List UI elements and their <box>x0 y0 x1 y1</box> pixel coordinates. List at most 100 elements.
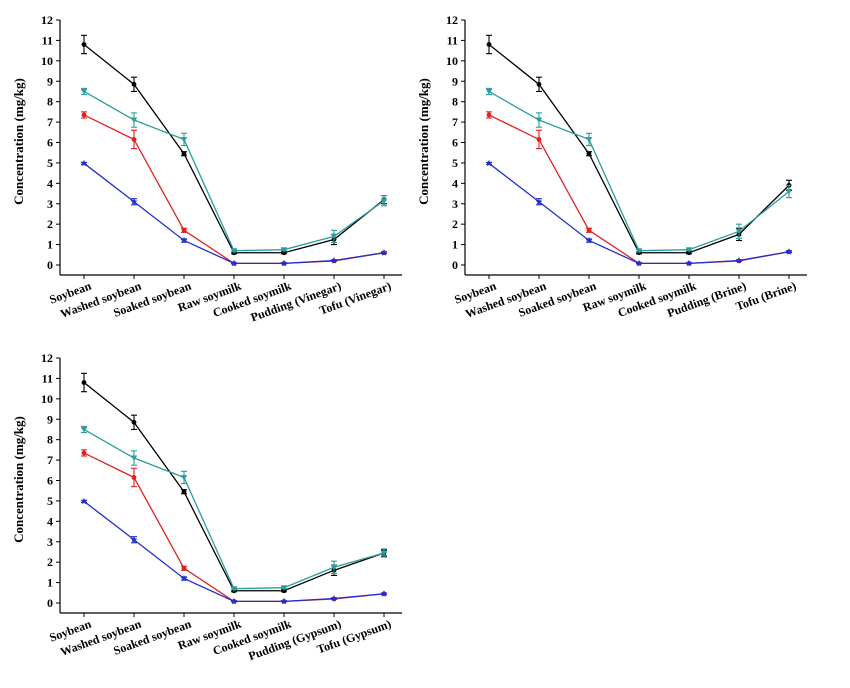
data-point <box>180 136 188 143</box>
data-point <box>81 450 87 456</box>
data-point <box>81 112 87 118</box>
data-point <box>586 227 592 233</box>
y-tick-label: 12 <box>41 351 53 365</box>
data-point <box>380 590 388 597</box>
data-point <box>230 259 238 267</box>
data-point <box>281 250 287 256</box>
data-point <box>485 88 493 95</box>
y-tick-label: 4 <box>452 176 458 190</box>
data-point <box>735 256 743 264</box>
data-point <box>785 189 793 195</box>
data-point <box>486 42 492 47</box>
data-point <box>281 588 287 594</box>
y-tick-label: 5 <box>452 156 458 170</box>
data-point <box>80 88 88 95</box>
y-tick-label: 3 <box>47 535 53 549</box>
data-point <box>130 198 138 205</box>
data-point <box>280 247 288 253</box>
y-tick-label: 5 <box>47 494 53 508</box>
y-axis-label: Concentration (mg/kg) <box>11 416 26 543</box>
series-3 <box>81 449 387 604</box>
series-line <box>83 43 385 254</box>
y-tick-label: 9 <box>452 74 458 88</box>
series-line <box>83 114 385 265</box>
data-point <box>230 586 238 592</box>
series-1 <box>81 372 387 594</box>
series-4 <box>80 497 388 605</box>
series-line <box>83 452 385 603</box>
data-point <box>131 475 137 480</box>
y-tick-label: 2 <box>47 555 53 569</box>
data-point <box>380 198 388 204</box>
data-point <box>280 597 288 605</box>
y-tick-label: 1 <box>47 576 53 590</box>
series-line <box>83 90 385 252</box>
data-point <box>686 250 692 256</box>
y-tick-label: 6 <box>452 136 458 150</box>
series-line <box>83 428 385 590</box>
series-line <box>488 90 790 252</box>
series-line <box>488 114 790 265</box>
data-point <box>585 236 593 244</box>
y-tick-label: 0 <box>47 258 53 272</box>
y-tick-label: 0 <box>452 258 458 272</box>
y-tick-label: 2 <box>452 217 458 231</box>
data-point <box>785 248 793 255</box>
data-point <box>535 198 543 205</box>
data-point <box>80 159 88 167</box>
data-point <box>131 419 137 425</box>
data-point <box>330 233 338 240</box>
y-tick-label: 10 <box>41 54 53 68</box>
y-tick-label: 6 <box>47 474 53 488</box>
series-2 <box>80 425 388 592</box>
data-point <box>685 247 693 253</box>
data-point <box>180 474 188 481</box>
series-line <box>83 381 385 592</box>
y-tick-label: 11 <box>42 33 53 47</box>
data-point <box>380 550 388 556</box>
data-point <box>486 112 492 118</box>
y-tick-label: 7 <box>47 453 53 467</box>
data-point <box>536 137 542 142</box>
y-tick-label: 9 <box>47 412 53 426</box>
y-tick-label: 2 <box>47 217 53 231</box>
data-point <box>485 159 493 167</box>
data-point <box>536 81 542 87</box>
series-4 <box>80 159 388 267</box>
data-point <box>280 259 288 267</box>
data-point <box>685 259 693 267</box>
data-point <box>585 136 593 143</box>
y-axis-label: Concentration (mg/kg) <box>416 78 431 205</box>
data-point <box>130 536 138 543</box>
y-tick-label: 7 <box>452 115 458 129</box>
series-4 <box>485 159 793 267</box>
y-tick-label: 8 <box>452 95 458 109</box>
data-point <box>230 597 238 605</box>
data-point <box>735 228 743 235</box>
series-2 <box>80 87 388 254</box>
y-tick-label: 1 <box>47 238 53 252</box>
y-tick-label: 12 <box>41 13 53 27</box>
data-point <box>280 585 288 591</box>
data-point <box>81 380 87 385</box>
data-point <box>131 137 137 142</box>
y-tick-label: 11 <box>447 33 458 47</box>
y-tick-label: 4 <box>47 514 53 528</box>
data-point <box>80 497 88 505</box>
data-point <box>180 574 188 582</box>
data-point <box>181 565 187 571</box>
data-point <box>330 256 338 264</box>
y-tick-label: 4 <box>47 176 53 190</box>
series-1 <box>81 34 387 256</box>
data-point <box>181 227 187 233</box>
y-tick-label: 6 <box>47 136 53 150</box>
series-line <box>488 43 790 254</box>
y-axis-label: Concentration (mg/kg) <box>11 78 26 205</box>
data-point <box>180 236 188 244</box>
data-point <box>330 564 338 571</box>
series-3 <box>486 111 792 266</box>
y-tick-label: 5 <box>47 156 53 170</box>
y-tick-label: 3 <box>452 197 458 211</box>
